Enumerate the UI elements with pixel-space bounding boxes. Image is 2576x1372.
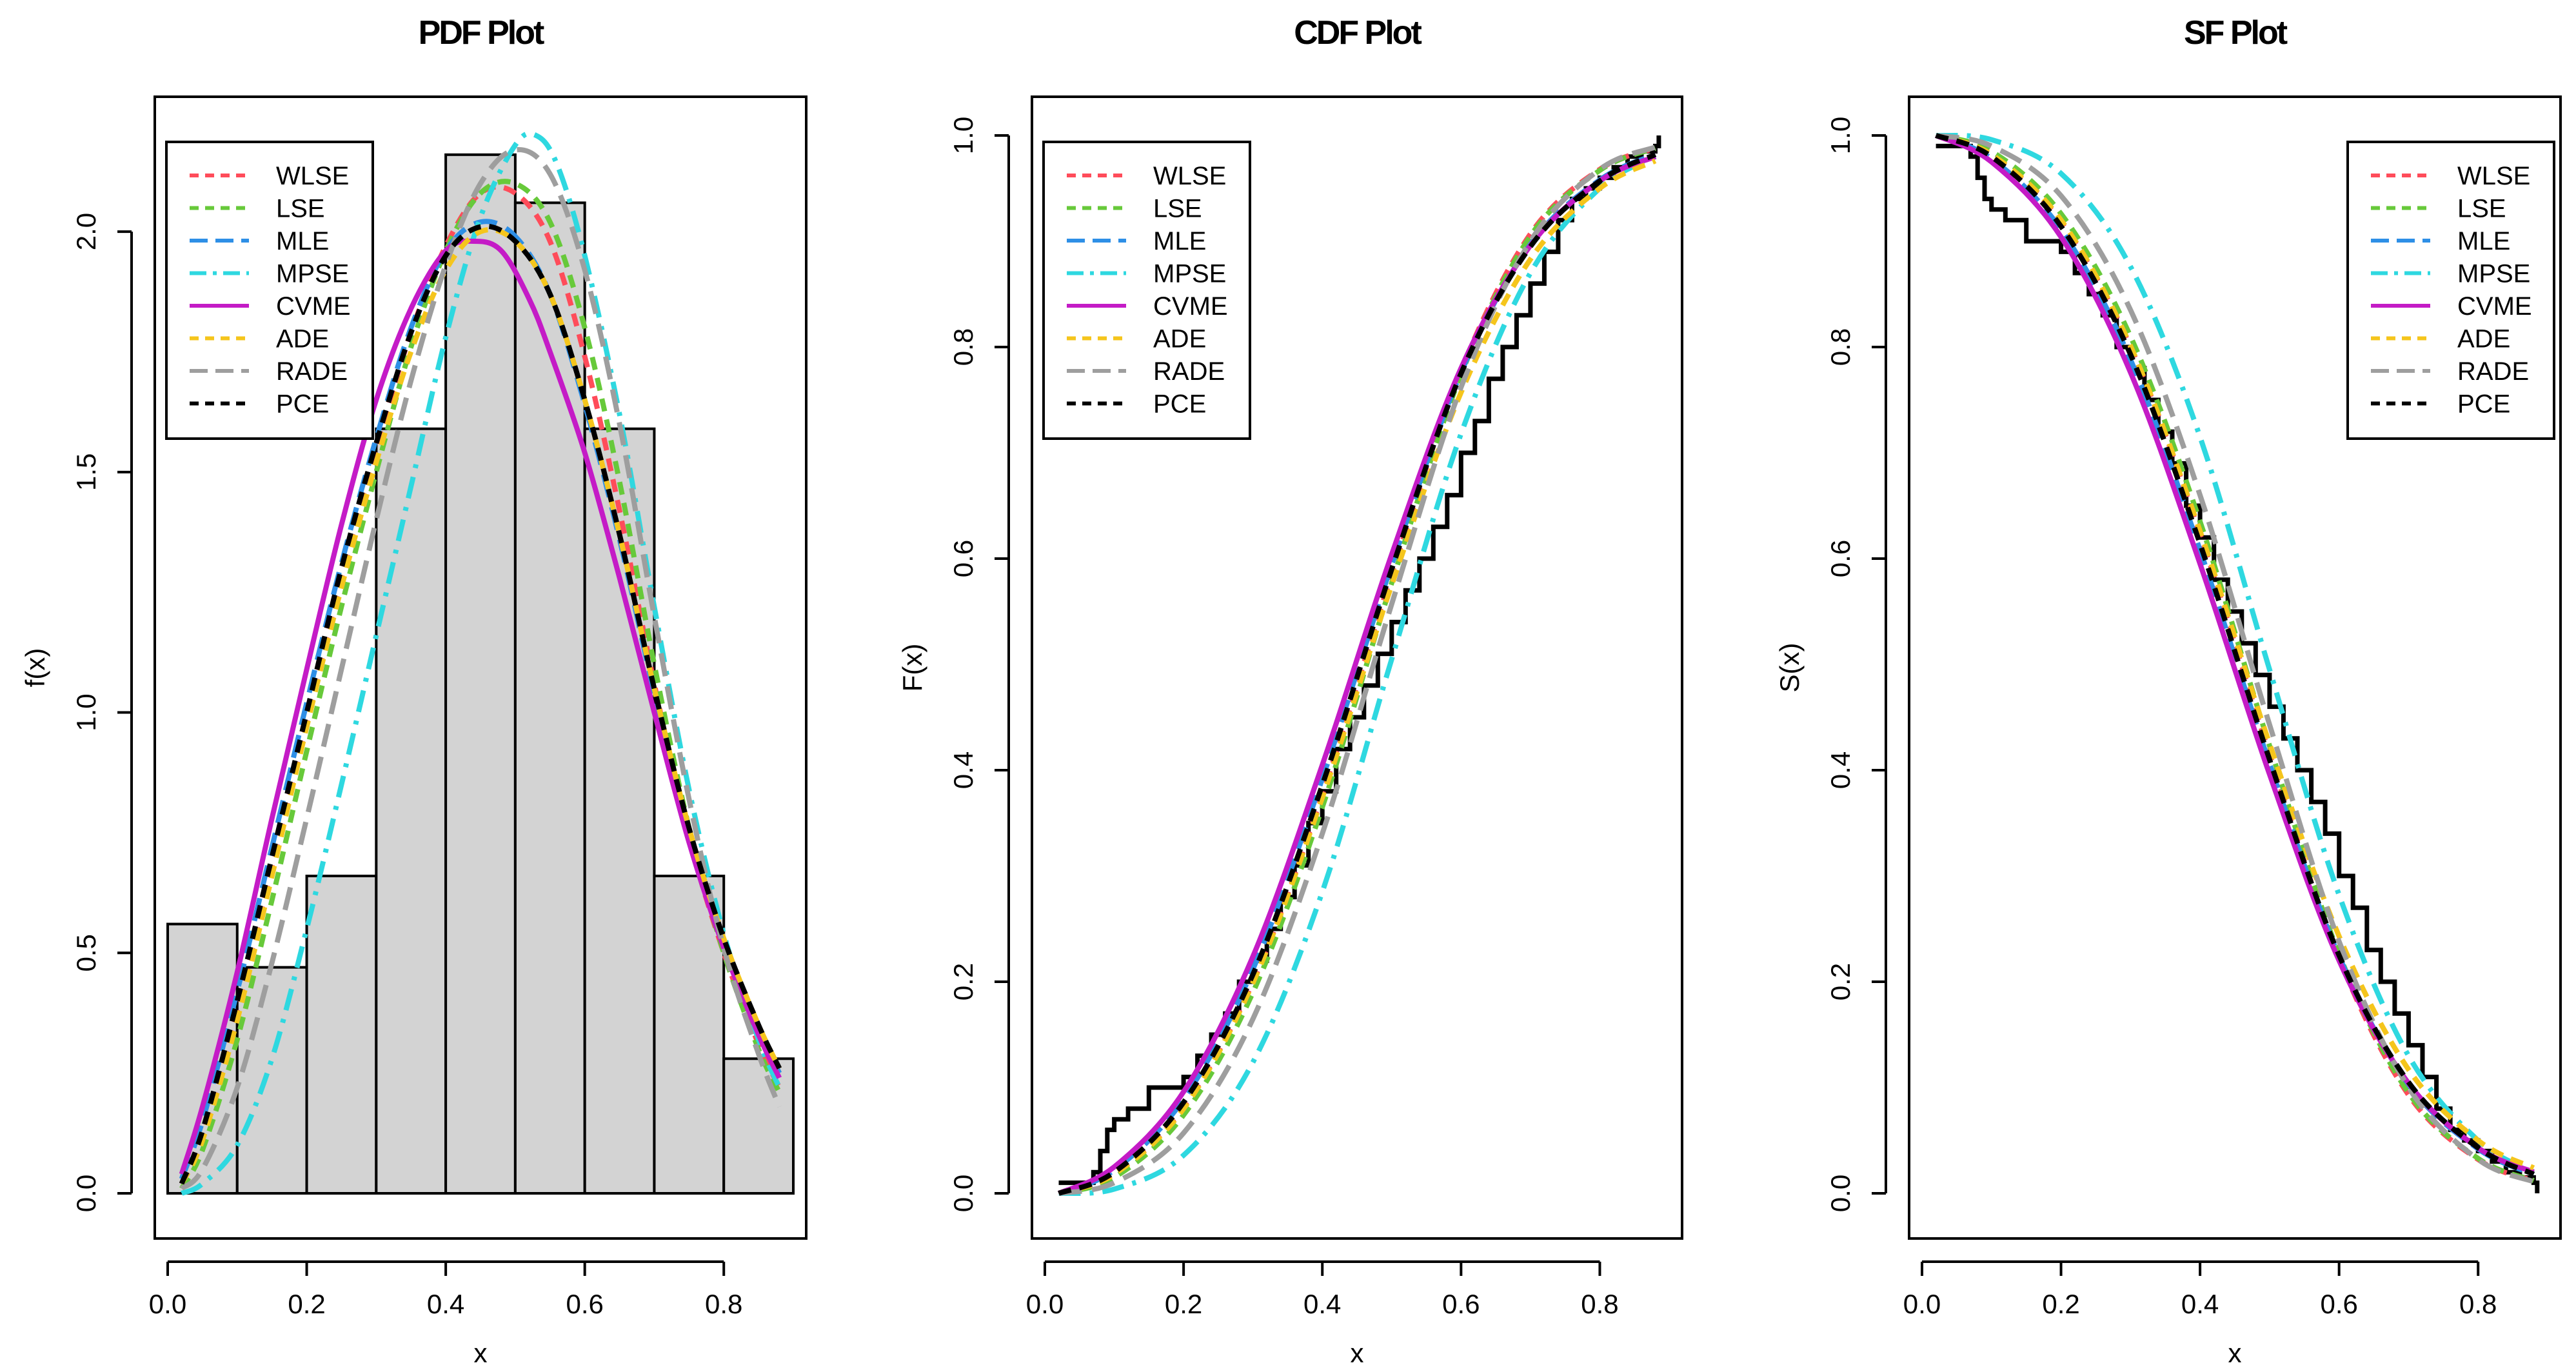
chart-panel-2: CDF Plot 0.0 0.2 0.4 0.6 0.8 x 0.0 0.2 0.4 0.6 0.8 1… — [897, 14, 1683, 1368]
x-tick-label: 0.6 — [2320, 1289, 2357, 1319]
y-axis-label: F(x) — [897, 644, 927, 692]
y-tick-label: 0.0 — [1825, 1175, 1856, 1212]
curve-layer — [1057, 135, 1661, 1197]
plot-frame — [154, 95, 807, 1240]
legend-label-ade: ADE — [2457, 325, 2510, 353]
series-line-lse — [1935, 133, 2535, 1184]
histogram-bar — [722, 1057, 795, 1195]
legend: WLSE LSE MLE MPSE CVME ADE RADE PCE — [2346, 141, 2555, 440]
x-tick-label: 0.8 — [2459, 1289, 2497, 1319]
y-tick-label: 0.8 — [948, 328, 978, 366]
series-line-rade — [1935, 133, 2535, 1184]
x-tick-label: 0.6 — [1442, 1289, 1480, 1319]
chart-title: PDF Plot — [419, 14, 544, 52]
x-axis-label: x — [1351, 1338, 1364, 1368]
y-tick-label: 0.6 — [948, 540, 978, 577]
legend-label-mle: MLE — [276, 227, 329, 255]
histogram-bar — [653, 875, 726, 1195]
plot-frame — [1031, 95, 1683, 1240]
x-tick-label: 0.0 — [1026, 1289, 1064, 1319]
x-tick-label: 0.0 — [149, 1289, 186, 1319]
histogram-bar — [444, 153, 517, 1195]
series-line-mpse — [1058, 154, 1657, 1197]
x-tick-label: 0.6 — [566, 1289, 603, 1319]
series-line-pce — [1058, 152, 1657, 1196]
legend-label-rade: RADE — [276, 357, 348, 386]
x-tick-label: 0.8 — [705, 1289, 742, 1319]
legend-label-wlse: WLSE — [1153, 162, 1226, 190]
x-tick-label: 0.4 — [1303, 1289, 1341, 1319]
histogram-bar — [375, 427, 448, 1195]
legend-box — [2346, 141, 2555, 440]
y-tick-label: 1.0 — [948, 117, 978, 154]
histogram-bar — [305, 875, 378, 1195]
legend-label-mpse: MPSE — [2457, 260, 2530, 288]
x-tick-label: 0.4 — [2181, 1289, 2219, 1319]
y-axis-label: S(x) — [1774, 643, 1805, 693]
y-tick-label: 0.0 — [948, 1175, 978, 1212]
x-tick-label: 0.2 — [288, 1289, 325, 1319]
series-line-lse — [1058, 145, 1656, 1196]
legend-label-cvme: CVME — [276, 292, 351, 321]
legend-label-rade: RADE — [2457, 357, 2529, 386]
y-tick-label: 1.5 — [71, 453, 101, 491]
chart-panel-3: SF Plot 0.0 0.2 0.4 0.6 0.8 x 0.0 0.2 0.4 0.6 0.8 1.… — [1774, 14, 2562, 1368]
legend-label-mpse: MPSE — [1153, 260, 1226, 288]
y-tick-label: 0.2 — [1825, 963, 1856, 1000]
legend-label-ade: ADE — [276, 325, 329, 353]
series-line-cvme — [179, 238, 782, 1175]
x-tick-label: 0.4 — [427, 1289, 464, 1319]
legend-label-pce: PCE — [1153, 390, 1206, 419]
x-tick-label: 0.2 — [1165, 1289, 1202, 1319]
series-line-mpse — [1936, 132, 2535, 1175]
x-tick-label: 0.0 — [1903, 1289, 1941, 1319]
curve-layer — [179, 130, 782, 1196]
legend-label-rade: RADE — [1153, 357, 1225, 386]
series-line-rade — [179, 147, 782, 1191]
y-tick-label: 0.6 — [1825, 540, 1856, 577]
series-line-rade — [1058, 144, 1656, 1196]
plot-frame — [1908, 95, 2562, 1240]
y-tick-label: 1.0 — [1825, 117, 1856, 154]
y-tick-label: 0.5 — [71, 934, 101, 971]
legend-label-pce: PCE — [276, 390, 329, 419]
x-axis-label: x — [2228, 1338, 2242, 1368]
legend-label-ade: ADE — [1153, 325, 1206, 353]
legend-label-mle: MLE — [1153, 227, 1206, 255]
legend-label-wlse: WLSE — [2457, 162, 2530, 190]
legend: WLSE LSE MLE MPSE CVME ADE RADE PCE — [165, 141, 374, 440]
y-tick-label: 0.8 — [1825, 328, 1856, 366]
legend-label-cvme: CVME — [1153, 292, 1228, 321]
legend-box — [165, 141, 374, 440]
x-axis-label: x — [474, 1338, 488, 1368]
curve-layer — [1934, 132, 2540, 1193]
legend-label-pce: PCE — [2457, 390, 2510, 419]
legend-label-lse: LSE — [276, 195, 325, 223]
chart-title: CDF Plot — [1294, 14, 1422, 52]
legend-label-cvme: CVME — [2457, 292, 2532, 321]
series-line-mpse — [180, 130, 782, 1196]
y-tick-label: 0.2 — [948, 963, 978, 1000]
legend-label-lse: LSE — [2457, 195, 2506, 223]
y-tick-label: 0.0 — [71, 1175, 101, 1212]
legend-label-mpse: MPSE — [276, 260, 349, 288]
x-tick-label: 0.8 — [1581, 1289, 1618, 1319]
x-tick-label: 0.2 — [2042, 1289, 2079, 1319]
chart-panel-1: PDF Plot 0.0 0.2 0.4 0.6 0.8 x 0.0 0.5 1.0 1.5 2.0 f… — [20, 14, 807, 1368]
legend-label-wlse: WLSE — [276, 162, 349, 190]
y-tick-label: 0.4 — [948, 751, 978, 789]
y-tick-label: 1.0 — [71, 693, 101, 731]
y-tick-label: 0.4 — [1825, 751, 1856, 789]
legend-label-lse: LSE — [1153, 195, 1202, 223]
y-tick-label: 2.0 — [71, 213, 101, 250]
series-line-pce — [179, 223, 782, 1185]
series-line-pce — [1935, 133, 2535, 1177]
legend-label-mle: MLE — [2457, 227, 2510, 255]
legend-box — [1042, 141, 1251, 440]
chart-title: SF Plot — [2184, 14, 2288, 52]
y-axis-label: f(x) — [20, 648, 50, 688]
legend: WLSE LSE MLE MPSE CVME ADE RADE PCE — [1042, 141, 1251, 440]
